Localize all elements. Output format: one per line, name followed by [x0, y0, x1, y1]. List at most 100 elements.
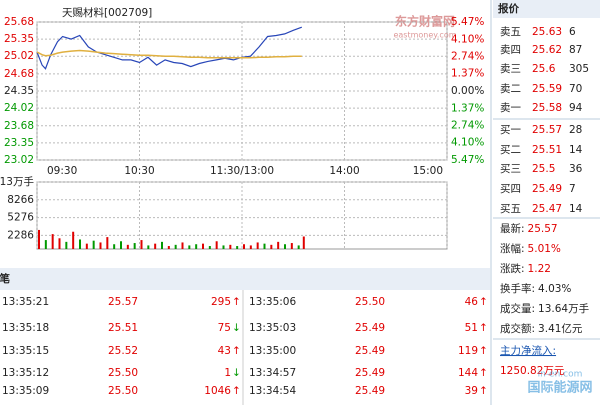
book-label: 卖五: [500, 26, 521, 38]
volume-bar: [243, 244, 245, 249]
volume-bar: [99, 242, 102, 249]
stat-label: 换手率:: [500, 282, 535, 295]
volume-bar: [222, 245, 225, 249]
trade-arrow: ↑: [479, 385, 488, 397]
y2-tick-label: 4.10%: [451, 33, 484, 45]
y-tick-label: 24.02: [4, 102, 34, 114]
volume-bar: [277, 241, 280, 249]
trade-price: 25.52: [108, 345, 138, 357]
volume-bar: [188, 245, 191, 249]
stat-value: 13.64万手: [538, 302, 589, 315]
volume-bar: [65, 241, 68, 249]
book-volume: 14: [569, 144, 583, 156]
trade-time: 13:34:57: [249, 367, 296, 379]
book-volume: 94: [569, 102, 583, 114]
trade-volume: 75: [218, 322, 231, 334]
footer-brand: 国际能源网: [527, 380, 592, 396]
volume-bar: [51, 234, 54, 249]
trade-price: 25.50: [108, 367, 138, 379]
book-price: 25.57: [532, 124, 562, 136]
trade-volume: 46: [465, 296, 479, 308]
volume-bar: [249, 245, 252, 249]
stat-value: 25.57: [528, 223, 558, 235]
stat-value: 3.41亿元: [538, 322, 583, 335]
book-price: 25.5: [532, 163, 555, 175]
volume-bar: [58, 238, 61, 249]
trade-volume: 51: [465, 322, 478, 334]
y2-tick-label: 0.00%: [451, 85, 484, 97]
flow-link[interactable]: 主力净流入:: [500, 344, 556, 357]
volume-bar: [147, 245, 150, 249]
y-tick-label: 25.35: [4, 33, 34, 45]
y-tick-label: 25.68: [4, 16, 34, 28]
watermark-url: eastmoney.com: [393, 31, 456, 40]
y-tick-label: 23.68: [4, 120, 34, 132]
trade-arrow: ↑: [479, 345, 488, 357]
trade-volume: 1046: [204, 385, 231, 397]
y-tick-label: 24.35: [4, 85, 34, 97]
quote-header: [493, 0, 600, 18]
book-price: 25.59: [532, 83, 562, 95]
trade-price: 25.57: [108, 296, 138, 308]
trade-volume: 295: [211, 296, 231, 308]
trade-time: 13:35:00: [249, 345, 296, 357]
volume-bar: [161, 241, 163, 249]
book-label: 买四: [500, 183, 521, 195]
x-tick-label: 14:00: [329, 165, 359, 177]
stat-label: 最新:: [500, 222, 525, 235]
trade-price: 25.49: [355, 322, 385, 334]
trade-volume: 43: [218, 345, 231, 357]
trade-arrow: ↑: [232, 345, 241, 357]
y2-tick-label: 5.47%: [451, 154, 484, 166]
volume-bar: [126, 244, 129, 249]
volume-bar: [38, 229, 40, 249]
volume-bar: [236, 246, 239, 249]
volume-bar: [140, 240, 143, 249]
book-label: 卖三: [500, 63, 521, 75]
price-line: [36, 49, 302, 59]
trade-arrow: ↑: [479, 367, 488, 379]
volume-bar: [85, 243, 88, 249]
stat-label: 涨跌:: [500, 262, 525, 275]
volume-bar: [297, 245, 300, 249]
x-tick-label: 09:30: [47, 165, 77, 177]
stat-value: 5.01%: [528, 243, 561, 255]
stat-value: 4.03%: [538, 283, 571, 295]
trade-arrow: ↑: [479, 296, 488, 308]
trades-title: 分笔: [0, 272, 10, 285]
trade-price: 25.50: [355, 296, 385, 308]
x-tick-label: 10:30: [124, 165, 154, 177]
book-price: 25.47: [532, 203, 562, 215]
volume-bar: [181, 242, 184, 249]
volume-bar: [120, 241, 122, 249]
volume-bar: [133, 243, 136, 249]
footer-url: in-en.com: [538, 370, 583, 380]
book-volume: 6: [569, 26, 576, 38]
y2-tick-label: 1.37%: [451, 68, 484, 80]
y-tick-label: 24.68: [4, 68, 34, 80]
book-volume: 305: [569, 63, 589, 75]
book-price: 25.62: [532, 44, 562, 56]
volume-bar: [72, 231, 75, 249]
price-line: [36, 26, 303, 70]
volume-bar: [256, 242, 259, 249]
y2-tick-label: 2.74%: [451, 50, 484, 62]
y2-tick-label: 4.10%: [451, 137, 484, 149]
book-label: 买五: [500, 203, 521, 215]
trade-time: 13:35:06: [249, 296, 296, 308]
stat-label: 成交额:: [500, 322, 535, 335]
volume-bar: [113, 244, 116, 249]
y-tick-label: 23.35: [4, 137, 34, 149]
book-volume: 7: [569, 183, 576, 195]
volume-bar: [106, 237, 109, 249]
flow-value: 1250.82万元: [500, 365, 565, 377]
y-tick-label: 5276: [7, 212, 34, 224]
trade-price: 25.49: [355, 385, 385, 397]
volume-bar: [174, 244, 177, 249]
y-tick-label: 8266: [7, 194, 34, 206]
x-tick-label: 15:00: [413, 165, 443, 177]
trade-volume: 119: [458, 345, 478, 357]
trade-arrow: ↑: [479, 322, 488, 334]
volume-bar: [44, 240, 47, 249]
